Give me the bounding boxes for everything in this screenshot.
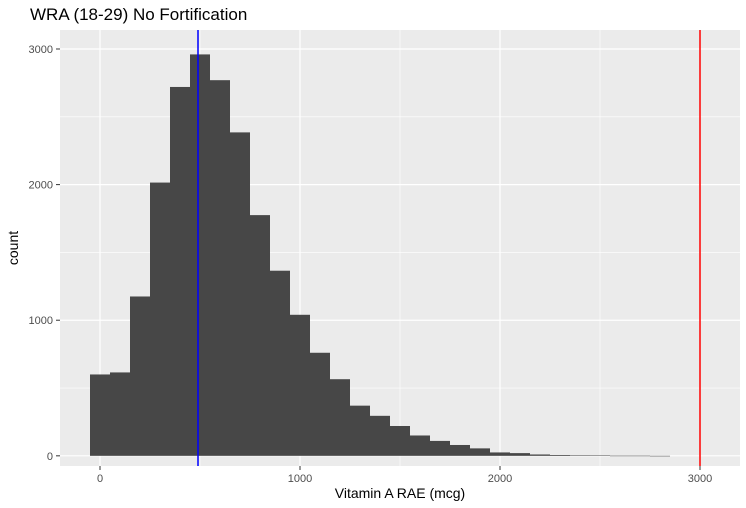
histogram-bar [130,296,150,456]
histogram-bar [550,455,570,456]
histogram-bar [590,455,610,456]
histogram-bar [430,440,450,456]
histogram-bar [470,448,490,456]
histogram-bar [170,86,190,456]
histogram-bar [150,182,170,456]
histogram-bar [390,425,410,456]
histogram-bar [610,455,630,457]
y-axis: 0 1000 2000 3000 [29,44,60,463]
histogram-bar [450,444,470,456]
histogram-bar [370,415,390,456]
histogram-bar [410,435,430,456]
histogram-bar [190,54,210,456]
y-tick-label: 2000 [29,180,53,192]
histogram-bar [230,132,250,456]
chart-title: WRA (18-29) No Fortification [30,5,247,24]
histogram-bar [490,452,510,456]
histogram-bar [290,314,310,456]
histogram-bars [90,54,670,457]
histogram-bar [310,352,330,456]
y-tick-label: 0 [47,451,53,463]
histogram-bar [630,455,650,457]
histogram-bar [350,405,370,456]
reference-lines [197,30,701,466]
histogram-bar [330,379,350,456]
y-axis-label: count [5,231,21,265]
histogram-bar [530,454,550,456]
x-tick-label: 2000 [488,473,512,485]
histogram-bar [110,372,130,456]
histogram-bar [210,80,230,456]
histogram-bar [270,270,290,456]
y-tick-label: 1000 [29,315,53,327]
histogram-bar [90,374,110,456]
x-axis-label: Vitamin A RAE (mcg) [335,485,465,501]
histogram-bar [250,215,270,456]
x-tick-label: 1000 [288,473,312,485]
x-tick-label: 3000 [688,473,712,485]
histogram-bar [510,453,530,456]
histogram-bar [570,455,590,456]
x-axis: 0 1000 2000 3000 [97,466,712,485]
histogram-bar [650,455,670,457]
y-tick-label: 3000 [29,44,53,56]
x-tick-label: 0 [97,473,103,485]
